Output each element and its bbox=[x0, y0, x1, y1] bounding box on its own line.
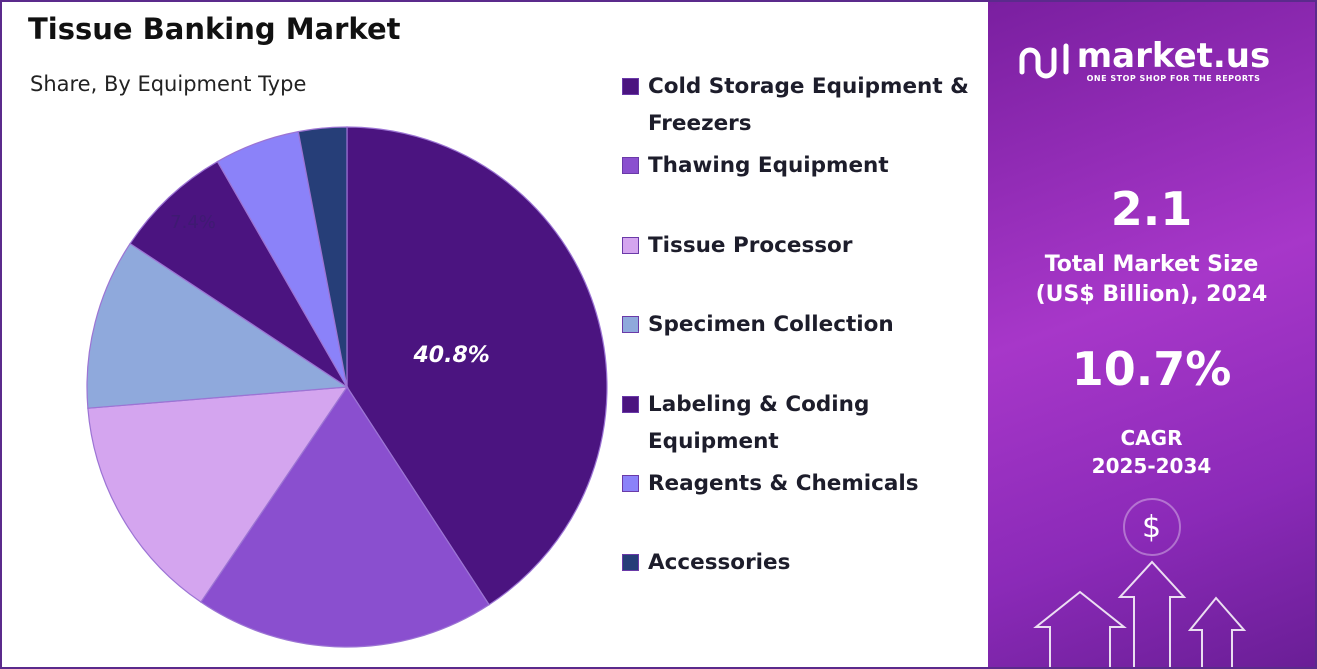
legend-label: Tissue Processor bbox=[648, 233, 853, 258]
brand-tagline: ONE STOP SHOP FOR THE REPORTS bbox=[1086, 74, 1261, 83]
brand-name: market.us bbox=[1076, 36, 1271, 76]
data-label: 7.4% bbox=[170, 212, 216, 233]
pie-slice bbox=[297, 126, 348, 388]
legend-label: Accessories bbox=[648, 550, 791, 575]
data-label: 40.8% bbox=[413, 343, 490, 368]
chart-title: Tissue Banking Market bbox=[28, 12, 401, 46]
legend-label: Specimen Collection bbox=[648, 312, 894, 337]
legend-label: Labeling & Coding Equipment bbox=[648, 392, 870, 454]
summary-panel: market.us ONE STOP SHOP FOR THE REPORTS … bbox=[988, 2, 1315, 667]
legend-item: Reagents & Chemicals bbox=[622, 465, 988, 502]
pie-slice bbox=[87, 386, 349, 603]
legend-swatch bbox=[622, 316, 639, 333]
legend-label: Thawing Equipment bbox=[648, 153, 889, 178]
logo-icon bbox=[1019, 43, 1069, 79]
market-size-label: Total Market Size bbox=[1044, 252, 1259, 277]
pie-chart: 40.8% 7.4% bbox=[86, 126, 608, 648]
pie-slice bbox=[346, 126, 608, 606]
legend-swatch bbox=[622, 554, 639, 571]
cagr-label: 2025-2034 bbox=[1091, 454, 1212, 478]
pie-slice bbox=[86, 242, 349, 409]
legend-swatch bbox=[622, 157, 639, 174]
pie-slice bbox=[129, 160, 348, 388]
legend-swatch bbox=[622, 475, 639, 492]
chart-subtitle: Share, By Equipment Type bbox=[30, 72, 307, 96]
market-size-value: 2.1 bbox=[1110, 182, 1193, 236]
legend-item: Thawing Equipment bbox=[622, 147, 988, 184]
legend-swatch bbox=[622, 396, 639, 413]
dollar-icon: $ bbox=[1141, 510, 1162, 545]
cagr-label: CAGR bbox=[1120, 426, 1183, 450]
cagr-value: 10.7% bbox=[1071, 342, 1232, 396]
legend-item: Labeling & Coding Equipment bbox=[622, 386, 988, 460]
legend-label: Cold Storage Equipment & Freezers bbox=[648, 74, 969, 136]
market-size-label: (US$ Billion), 2024 bbox=[1035, 282, 1268, 307]
legend-item: Accessories bbox=[622, 544, 988, 581]
legend-item: Cold Storage Equipment & Freezers bbox=[622, 68, 988, 142]
arrow-icons bbox=[1033, 498, 1247, 667]
legend-label: Reagents & Chemicals bbox=[648, 471, 919, 496]
legend-item: Tissue Processor bbox=[622, 227, 988, 264]
legend-swatch bbox=[622, 237, 639, 254]
legend-swatch bbox=[622, 78, 639, 95]
legend-item: Specimen Collection bbox=[622, 306, 988, 343]
pie-slice bbox=[200, 385, 490, 648]
panel-graphics bbox=[1019, 43, 1247, 667]
